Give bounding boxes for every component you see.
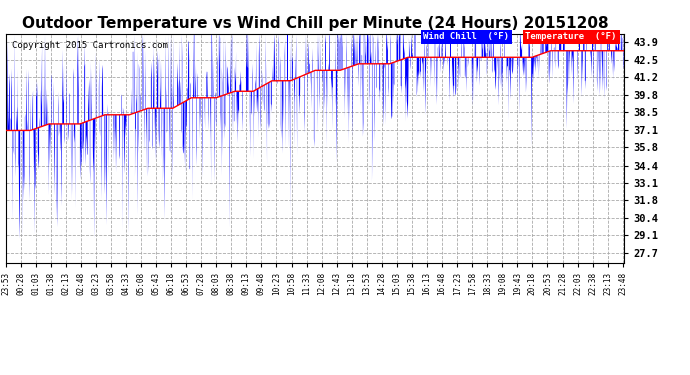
Text: Copyright 2015 Cartronics.com: Copyright 2015 Cartronics.com	[12, 40, 168, 50]
Title: Outdoor Temperature vs Wind Chill per Minute (24 Hours) 20151208: Outdoor Temperature vs Wind Chill per Mi…	[21, 16, 609, 31]
Text: Wind Chill  (°F): Wind Chill (°F)	[423, 33, 509, 42]
Text: Temperature  (°F): Temperature (°F)	[525, 33, 617, 42]
